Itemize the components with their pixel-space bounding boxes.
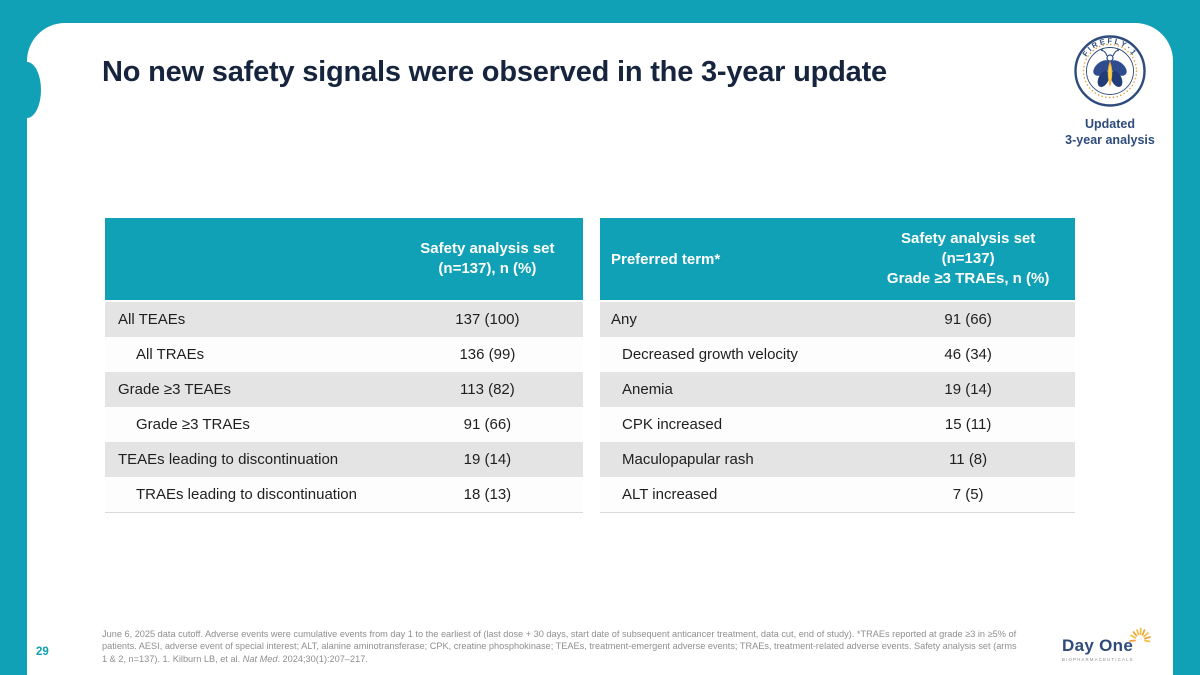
table-row: Anemia 19 (14) <box>600 372 1075 407</box>
footer-note: June 6, 2025 data cutoff. Adverse events… <box>102 628 1017 665</box>
header-value-line: Safety analysis set <box>901 229 1036 247</box>
page-title: No new safety signals were observed in t… <box>102 56 887 88</box>
sunburst-icon <box>1129 627 1151 643</box>
header-value-line: (n=137), n (%) <box>438 260 537 277</box>
row-value: 91 (66) <box>463 416 512 433</box>
row-label: ALT increased <box>622 486 718 503</box>
table-row: TRAEs leading to discontinuation 18 (13) <box>105 477 583 512</box>
table-header: Preferred term* Safety analysis set (n=1… <box>600 218 1075 302</box>
preferred-term-table: Preferred term* Safety analysis set (n=1… <box>600 218 1075 513</box>
header-label: Preferred term* <box>611 250 721 268</box>
dayone-logo: Day One BIOPHARMACEUTICALS <box>1062 627 1172 662</box>
row-label: Grade ≥3 TEAEs <box>118 381 232 398</box>
row-value: 11 (8) <box>949 451 988 468</box>
footer-line3: 1 & 2, n=137). 1. Kilburn LB, et al. Nat… <box>102 653 368 664</box>
header-label <box>105 218 392 300</box>
table-row: Grade ≥3 TEAEs 113 (82) <box>105 372 583 407</box>
table-header: Safety analysis set (n=137), n (%) <box>105 218 583 302</box>
badge-caption-line1: Updated <box>1085 117 1135 131</box>
left-edge-notch <box>27 62 41 118</box>
table-row: Maculopapular rash 11 (8) <box>600 442 1075 477</box>
row-label: Grade ≥3 TRAEs <box>136 416 250 433</box>
header-value-line: Safety analysis set <box>420 239 555 257</box>
firefly-icon: FIREFLY·1 <box>1074 35 1146 107</box>
row-label: Any <box>611 311 637 328</box>
row-value: 137 (100) <box>455 311 520 328</box>
header-value: Safety analysis set (n=137), n (%) <box>392 218 583 300</box>
row-label: CPK increased <box>622 416 723 433</box>
row-label: All TEAEs <box>118 311 186 328</box>
row-value: 18 (13) <box>463 486 512 503</box>
row-value: 19 (14) <box>463 451 512 468</box>
footer-line2: patients. AESI, adverse event of special… <box>102 641 1017 652</box>
table-row: Decreased growth velocity 46 (34) <box>600 337 1075 372</box>
table-row: All TEAEs 137 (100) <box>105 302 583 337</box>
table-row: ALT increased 7 (5) <box>600 477 1075 512</box>
firefly-badge: FIREFLY·1 Updated 3-year analysis <box>1040 34 1180 149</box>
header-value-line: Grade ≥3 TRAEs, n (%) <box>886 270 1050 288</box>
table-row: All TRAEs 136 (99) <box>105 337 583 372</box>
table-row: TEAEs leading to discontinuation 19 (14) <box>105 442 583 477</box>
footer-line1: June 6, 2025 data cutoff. Adverse events… <box>102 629 1017 639</box>
row-label: Decreased growth velocity <box>622 346 798 363</box>
row-value: 7 (5) <box>952 486 984 503</box>
badge-caption: Updated 3-year analysis <box>1040 116 1180 149</box>
row-value: 113 (82) <box>460 381 515 398</box>
header-value-line: (n=137) <box>941 249 995 267</box>
row-value: 136 (99) <box>459 346 516 363</box>
table-row: Grade ≥3 TRAEs 91 (66) <box>105 407 583 442</box>
header-value: Safety analysis set (n=137) Grade ≥3 TRA… <box>861 218 1075 300</box>
logo-subtitle: BIOPHARMACEUTICALS <box>1062 657 1134 662</box>
row-label: Anemia <box>622 381 673 398</box>
row-value: 15 (11) <box>944 416 992 433</box>
row-label: TEAEs leading to discontinuation <box>118 451 339 468</box>
page-number: 29 <box>36 646 49 658</box>
table-row: Any 91 (66) <box>600 302 1075 337</box>
table-row: CPK increased 15 (11) <box>600 407 1075 442</box>
row-label: TRAEs leading to discontinuation <box>136 486 357 503</box>
badge-caption-line2: 3-year analysis <box>1065 133 1155 148</box>
logo-wordmark: Day One <box>1062 627 1151 656</box>
safety-overview-table: Safety analysis set (n=137), n (%) All T… <box>105 218 583 513</box>
row-label: Maculopapular rash <box>622 451 754 468</box>
row-value: 91 (66) <box>944 311 992 328</box>
row-value: 19 (14) <box>944 381 992 398</box>
row-value: 46 (34) <box>944 346 992 363</box>
row-label: All TRAEs <box>136 346 205 363</box>
